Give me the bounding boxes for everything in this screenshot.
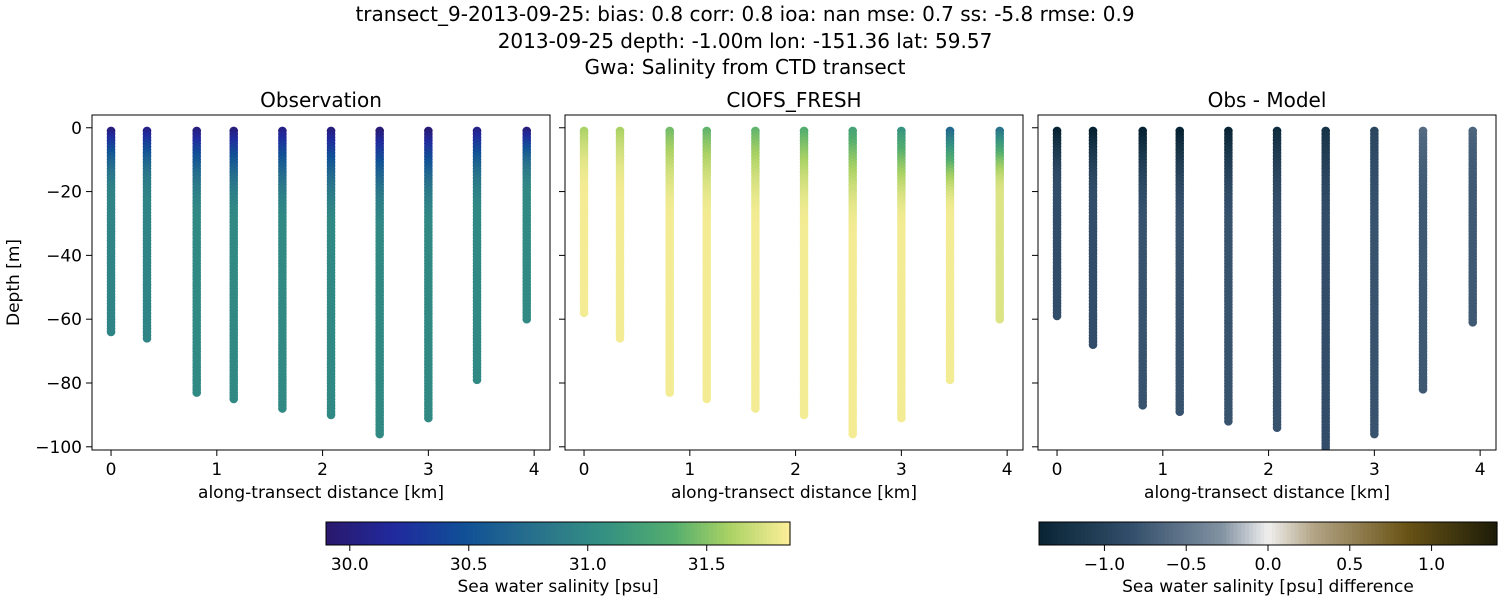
- panel-1-x-axis-label: along-transect distance [km]: [198, 483, 444, 503]
- x-tick-label: 1: [684, 460, 695, 480]
- panel-2-x-axis-label: along-transect distance [km]: [671, 483, 917, 503]
- panel-2-data-points: [579, 126, 1005, 439]
- x-tick-label: 0: [1052, 460, 1063, 480]
- colorbar-tick-label: 1.0: [1418, 555, 1445, 575]
- colorbar-tick-label: −1.0: [1084, 555, 1125, 575]
- y-tick-label: 0: [71, 119, 82, 139]
- data-point: [278, 404, 287, 413]
- figure-title-description: Gwa: Salinity from CTD transect: [584, 55, 906, 79]
- data-point: [995, 314, 1005, 324]
- colorbar-tick-label: 0.5: [1336, 555, 1363, 575]
- colorbar-1-frame: [325, 521, 791, 546]
- x-tick-label: 1: [1157, 460, 1168, 480]
- colorbar-2-label: Sea water salinity [psu] difference: [1122, 577, 1414, 597]
- x-tick-label: 3: [423, 460, 434, 480]
- y-tick-label: −80: [46, 374, 82, 394]
- data-point: [192, 388, 202, 397]
- panel-3-title: Obs - Model: [1208, 88, 1327, 112]
- data-point: [1052, 311, 1062, 321]
- y-axis-label: Depth [m]: [4, 239, 24, 326]
- data-point: [424, 413, 433, 423]
- data-point: [1175, 407, 1185, 417]
- panel-3-frame: [1037, 114, 1497, 451]
- data-point: [665, 388, 675, 397]
- x-tick-label: 0: [106, 460, 117, 480]
- x-tick-label: 4: [1002, 460, 1013, 480]
- figure-title-location: 2013-09-25 depth: -1.00m lon: -151.36 la…: [497, 29, 993, 53]
- panel-2-title: CIOFS_FRESH: [726, 88, 861, 112]
- data-point: [1088, 340, 1098, 350]
- y-tick-label: −40: [46, 246, 82, 266]
- data-point: [375, 429, 385, 439]
- data-point: [1138, 401, 1148, 410]
- colorbar-2-gradient: [1039, 522, 1498, 545]
- data-point: [702, 394, 712, 404]
- x-tick-label: 3: [1369, 460, 1380, 480]
- data-point: [326, 410, 336, 420]
- data-point: [1468, 318, 1478, 327]
- panel-3-data-points: [1052, 126, 1478, 450]
- data-point: [615, 334, 625, 343]
- data-point: [579, 308, 589, 318]
- data-point: [472, 375, 482, 385]
- x-tick-label: 4: [529, 460, 540, 480]
- colorbar-tick-label: 30.0: [331, 555, 369, 575]
- y-tick-label: −20: [46, 183, 82, 203]
- data-point: [751, 404, 760, 413]
- data-point: [522, 314, 532, 324]
- data-point: [848, 429, 857, 439]
- colorbar-tick-label: 30.5: [450, 555, 488, 575]
- data-point: [142, 334, 152, 343]
- colorbar-tick-label: 31.5: [688, 555, 726, 575]
- data-point: [1321, 445, 1330, 450]
- colorbar-tick-label: −0.5: [1166, 555, 1207, 575]
- panel-3-x-axis-label: along-transect distance [km]: [1144, 483, 1390, 503]
- x-tick-label: 3: [896, 460, 907, 480]
- colorbar-tick-label: 0.0: [1254, 555, 1281, 575]
- x-tick-label: 2: [317, 460, 328, 480]
- panel-2-frame: [564, 114, 1024, 451]
- y-tick-label: −60: [46, 310, 82, 330]
- panel-1-data-points: [106, 126, 532, 439]
- data-point: [1370, 429, 1379, 439]
- colorbar-tick-label: 31.0: [569, 555, 607, 575]
- y-tick-label: −100: [35, 438, 82, 458]
- panel-1-title: Observation: [260, 88, 382, 112]
- x-tick-label: 4: [1475, 460, 1486, 480]
- data-point: [897, 413, 906, 423]
- data-point: [799, 410, 809, 420]
- panel-1-frame: [91, 114, 551, 451]
- data-point: [1418, 385, 1428, 394]
- x-tick-label: 1: [211, 460, 222, 480]
- data-point: [945, 375, 955, 385]
- data-point: [106, 327, 116, 337]
- x-tick-label: 2: [790, 460, 801, 480]
- data-point: [229, 394, 239, 404]
- colorbar-1-gradient: [326, 522, 791, 545]
- data-point: [1272, 423, 1282, 432]
- data-point: [1224, 416, 1233, 426]
- x-tick-label: 0: [579, 460, 590, 480]
- x-tick-label: 2: [1263, 460, 1274, 480]
- figure-title-stats: transect_9-2013-09-25: bias: 0.8 corr: 0…: [355, 2, 1135, 26]
- colorbar-1-label: Sea water salinity [psu]: [458, 577, 659, 597]
